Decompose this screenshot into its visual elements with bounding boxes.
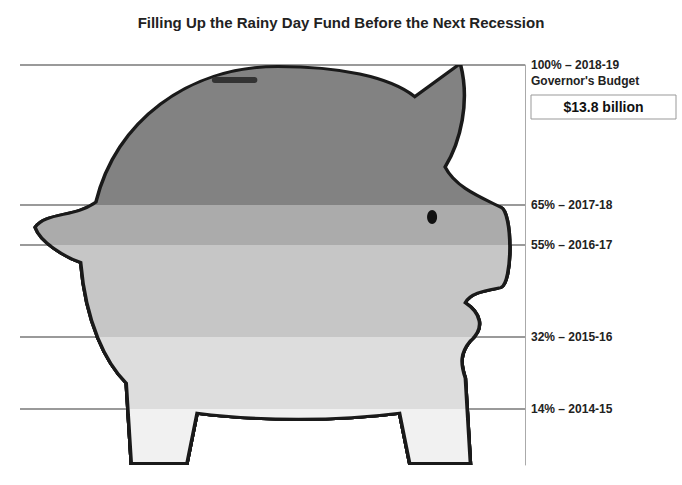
svg-text:65% – 2017-18: 65% – 2017-18 xyxy=(531,198,613,212)
svg-text:14% – 2014-15: 14% – 2014-15 xyxy=(531,402,613,416)
svg-text:100% – 2018-19: 100% – 2018-19 xyxy=(531,58,619,72)
svg-text:32% – 2015-16: 32% – 2015-16 xyxy=(531,330,613,344)
svg-text:Filling Up the Rainy Day Fund: Filling Up the Rainy Day Fund Before the… xyxy=(138,14,545,31)
svg-text:55% – 2016-17: 55% – 2016-17 xyxy=(531,238,613,252)
svg-text:Governor's Budget: Governor's Budget xyxy=(531,74,639,88)
svg-text:$13.8 billion: $13.8 billion xyxy=(563,99,643,115)
